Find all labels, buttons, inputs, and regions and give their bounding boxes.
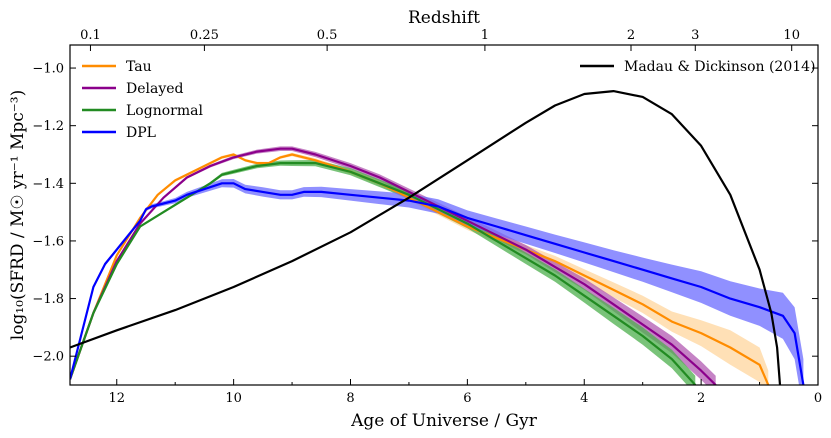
legend-label-delayed: Delayed [126, 81, 184, 97]
top-axis-title: Redshift [408, 8, 480, 28]
top-tick-label: 3 [691, 28, 699, 43]
x-tick-label: 4 [580, 391, 588, 406]
legend-label-madau: Madau & Dickinson (2014) [624, 59, 816, 75]
series-line-delayed [70, 147, 717, 385]
x-tick-label: 12 [108, 391, 125, 406]
series-line-dpl [70, 182, 805, 385]
x-tick-label: 8 [346, 391, 354, 406]
legend-left: Tau Delayed Lognormal DPL [82, 59, 203, 141]
y-tick-label: −1.4 [32, 177, 64, 192]
y-tick-label: −1.2 [32, 119, 64, 134]
plot-frame [69, 44, 819, 386]
y-tick-label: −1.0 [32, 62, 64, 77]
series-line-madau-dickinson-2014 [70, 89, 782, 385]
legend-right: Madau & Dickinson (2014) [580, 59, 816, 75]
top-tick-label: 1 [481, 28, 489, 43]
y-tick-label: −2.0 [32, 350, 64, 365]
series-line-lognormal [70, 162, 697, 385]
band-dpl [70, 179, 804, 385]
x-axis-title: Age of Universe / Gyr [350, 411, 538, 431]
y-tick-label: −1.6 [32, 234, 64, 249]
top-tick-label: 0.25 [190, 28, 219, 43]
top-tick-label: 10 [783, 28, 800, 43]
x-tick-label: 10 [225, 391, 242, 406]
y-axis-title: log₁₀(SFRD / M☉ yr⁻¹ Mpc⁻³) [8, 90, 28, 340]
legend-label-dpl: DPL [126, 125, 156, 141]
top-tick-label: 2 [627, 28, 635, 43]
top-tick-label: 0.5 [317, 28, 338, 43]
x-tick-label: 0 [814, 391, 822, 406]
y-tick-label: −1.8 [32, 292, 64, 307]
x-tick-label: 6 [463, 391, 471, 406]
x-tick-label: 2 [697, 391, 705, 406]
legend-label-tau: Tau [126, 59, 152, 75]
legend-label-lognormal: Lognormal [126, 103, 203, 119]
top-tick-label: 0.1 [80, 28, 101, 43]
